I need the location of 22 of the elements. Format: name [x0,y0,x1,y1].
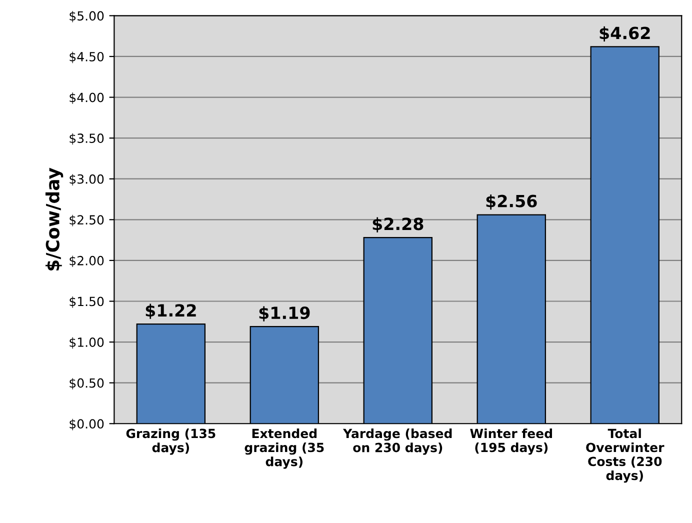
y-tick-label: $1.50 [70,296,104,308]
y-tick-label: $0.00 [70,418,104,430]
y-tick-label: $3.50 [70,133,104,145]
data-label: $2.56 [486,194,537,210]
x-tick-label: Extended grazing (35 days) [244,428,324,469]
x-tick-label: Winter feed (195 days) [470,428,552,455]
x-tick-label: Total Overwinter Costs (230 days) [586,428,664,483]
y-axis-title: $/Cow/day [46,168,64,270]
y-tick-label: $5.00 [70,10,104,22]
y-tick-label: $4.00 [70,92,104,104]
data-label: $4.62 [600,26,650,42]
x-tick-label: Yardage (based on 230 days) [342,428,452,455]
x-tick-label: Grazing (135 days) [126,428,216,455]
y-tick-label: $2.00 [70,256,104,268]
y-tick-label: $4.50 [70,52,104,64]
y-tick-label: $3.00 [70,174,104,186]
data-label: $1.22 [146,304,196,319]
y-tick-label: $2.50 [70,214,104,226]
y-tick-label: $1.00 [70,337,104,349]
data-label: $2.28 [372,217,424,232]
data-label: $1.19 [259,306,310,322]
y-tick-label: $0.50 [70,378,104,390]
